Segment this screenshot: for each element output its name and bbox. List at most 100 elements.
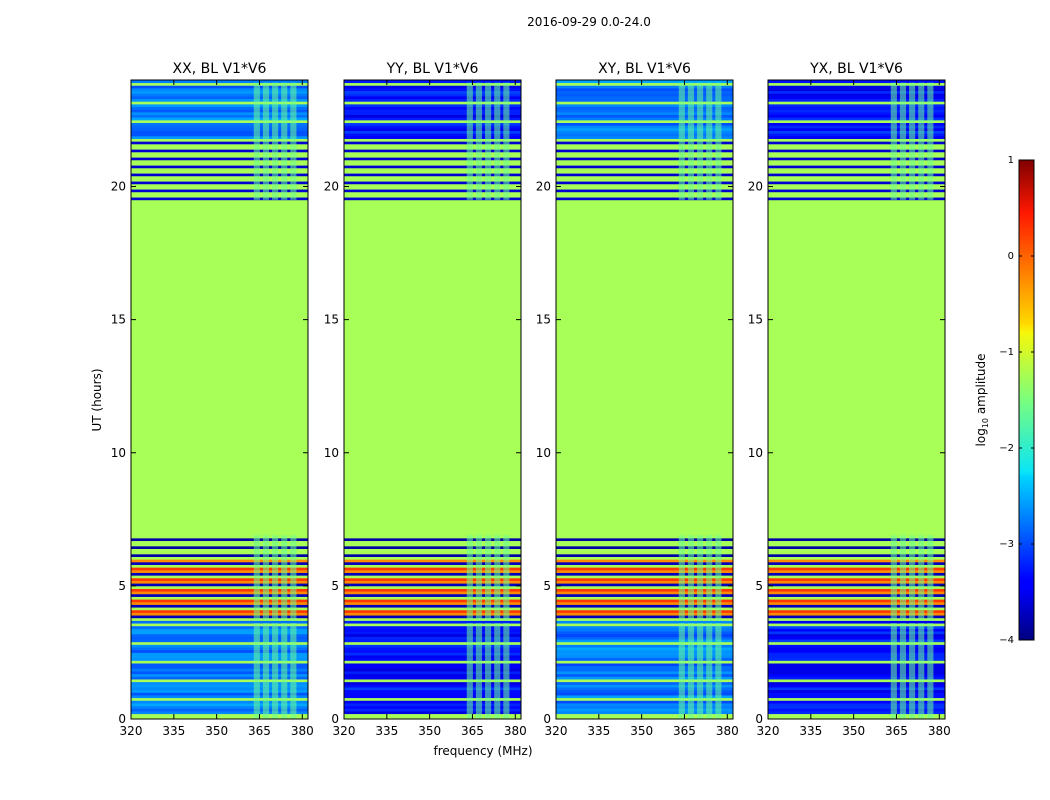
heatmap-row [344, 266, 521, 270]
heatmap-row [556, 668, 733, 672]
heatmap-row [556, 490, 733, 494]
colorbar-tick-label: 1 [1008, 155, 1014, 166]
heatmap-row [768, 540, 945, 544]
heatmap-row [556, 98, 733, 102]
panel-1: XX, BL V1*V6 320 335 350 365 380 0 5 10 15 20 [111, 61, 314, 738]
heatmap-row [131, 695, 308, 699]
heatmap-row [131, 303, 308, 307]
heatmap-row [131, 498, 308, 502]
heatmap-row [556, 356, 733, 360]
heatmap-row [131, 197, 308, 201]
heatmap-row [344, 410, 521, 414]
heatmap-row [131, 436, 308, 440]
heatmap-row [768, 689, 945, 693]
heatmap-row [768, 149, 945, 153]
heatmap-row [556, 471, 733, 475]
heatmap-row [556, 703, 733, 707]
heatmap-row [768, 460, 945, 464]
heatmap-row [131, 106, 308, 110]
heatmap-row [131, 271, 308, 275]
heatmap-row [131, 159, 308, 163]
heatmap-row [768, 452, 945, 456]
y-tick-label: 20 [536, 180, 551, 194]
heatmap-row [556, 591, 733, 595]
heatmap-row [768, 567, 945, 571]
heatmap-row [556, 340, 733, 344]
heatmap-row [556, 511, 733, 515]
heatmap-row [131, 354, 308, 358]
band-column [697, 82, 704, 200]
heatmap-row [344, 93, 521, 97]
heatmap-row [344, 633, 521, 637]
heatmap-row [131, 327, 308, 331]
heatmap-row [344, 383, 521, 387]
heatmap-row [768, 269, 945, 273]
heatmap-row [556, 647, 733, 651]
heatmap-row [344, 620, 521, 624]
heatmap-row [131, 705, 308, 709]
heatmap-row [768, 673, 945, 677]
heatmap-row [344, 141, 521, 145]
heatmap-row [344, 418, 521, 422]
heatmap-row [344, 452, 521, 456]
heatmap-row [768, 90, 945, 94]
heatmap-row [768, 229, 945, 233]
heatmap-row [131, 572, 308, 576]
band-column [678, 535, 685, 621]
panel-3-heatmap [556, 80, 733, 719]
heatmap-row [556, 165, 733, 169]
heatmap-row [768, 335, 945, 339]
heatmap-row [556, 388, 733, 392]
heatmap-row [344, 689, 521, 693]
heatmap-row [131, 431, 308, 435]
heatmap-row [344, 671, 521, 675]
heatmap-row [556, 348, 733, 352]
heatmap-row [344, 332, 521, 336]
heatmap-row [131, 149, 308, 153]
heatmap-row [768, 404, 945, 408]
heatmap-row [344, 396, 521, 400]
heatmap-row [556, 175, 733, 179]
heatmap-row [768, 436, 945, 440]
heatmap-row [556, 601, 733, 605]
heatmap-row [131, 247, 308, 251]
heatmap-row [344, 663, 521, 667]
heatmap-row [768, 311, 945, 315]
heatmap-row [131, 567, 308, 571]
heatmap-row [131, 239, 308, 243]
heatmap-row [768, 529, 945, 534]
heatmap-row [556, 407, 733, 411]
band-column [494, 623, 501, 719]
heatmap-row [131, 668, 308, 672]
heatmap-row [768, 450, 945, 454]
heatmap-row [556, 436, 733, 440]
heatmap-row [344, 444, 521, 448]
heatmap-row [768, 159, 945, 163]
heatmap-row [344, 431, 521, 435]
y-tick-label: 5 [755, 579, 763, 593]
heatmap-row [768, 346, 945, 350]
y-tick-label: 5 [331, 579, 339, 593]
heatmap-row [768, 628, 945, 632]
heatmap-row [556, 663, 733, 667]
heatmap-row [344, 159, 521, 163]
heatmap-row [768, 604, 945, 608]
heatmap-row [768, 388, 945, 392]
heatmap-row [344, 356, 521, 360]
heatmap-row [344, 551, 521, 555]
heatmap-row [556, 657, 733, 661]
heatmap-row [768, 215, 945, 219]
heatmap-row [768, 431, 945, 435]
colorbar-label-sub: 10 [981, 418, 990, 428]
heatmap-row [556, 444, 733, 448]
heatmap-row [344, 157, 521, 161]
heatmap-row [344, 279, 521, 283]
heatmap-row [556, 226, 733, 230]
heatmap-row [768, 338, 945, 342]
heatmap-row [344, 191, 521, 195]
heatmap-row [344, 111, 521, 116]
heatmap-row [556, 314, 733, 318]
heatmap-row [131, 223, 308, 227]
heatmap-row [556, 90, 733, 94]
heatmap-row [768, 500, 945, 504]
